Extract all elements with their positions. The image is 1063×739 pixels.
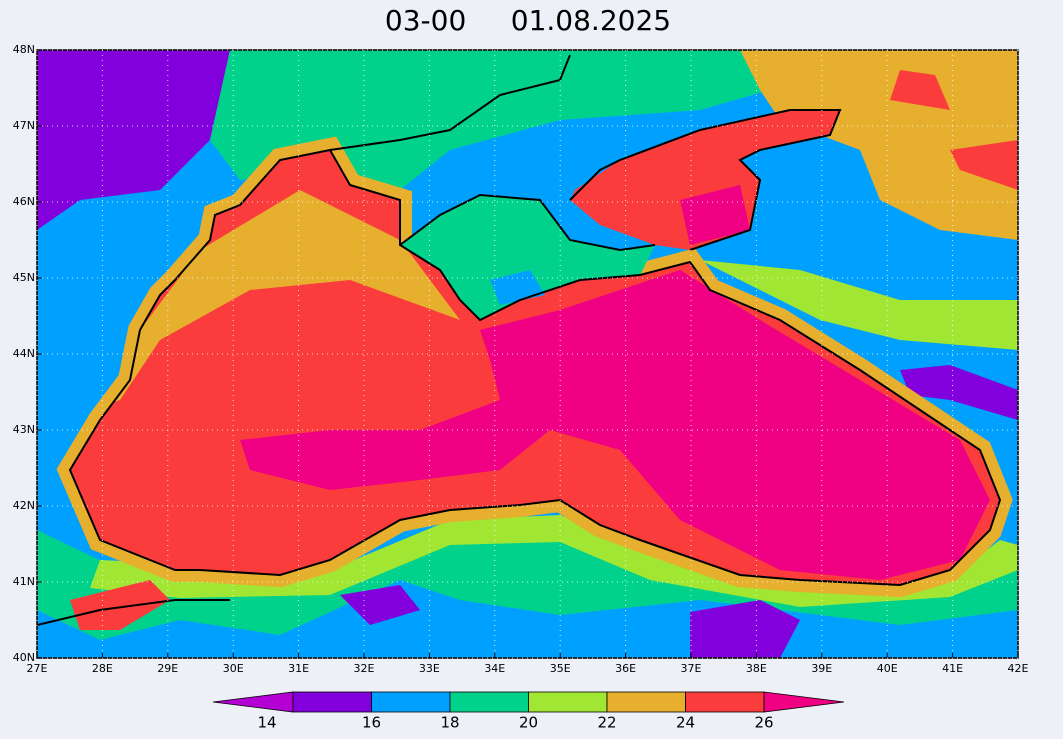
- x-tick-label: 40E: [877, 662, 898, 675]
- x-tick-label: 35E: [550, 662, 571, 675]
- shelf-band: [70, 190, 460, 420]
- x-tick-label: 33E: [419, 662, 440, 675]
- x-tick-label: 38E: [746, 662, 767, 675]
- colorbar-segment: [371, 691, 451, 713]
- coastline: [37, 54, 1002, 626]
- x-tick-label: 36E: [615, 662, 636, 675]
- hot-patch: [680, 185, 750, 245]
- x-tick-label: 41E: [942, 662, 963, 675]
- colorbar-segment: [292, 691, 372, 713]
- x-tick-label: 29E: [157, 662, 178, 675]
- y-tick-label: 40N: [13, 651, 35, 664]
- cold-patch: [37, 50, 230, 230]
- crimea-field: [400, 195, 655, 320]
- marmara-coast: [37, 599, 230, 626]
- colorbar-label: 22: [597, 714, 616, 732]
- colorbar-label: 24: [676, 714, 695, 732]
- colorbar-extend: [212, 691, 294, 713]
- colorbar-label: 18: [440, 714, 459, 732]
- warm-patch: [70, 580, 170, 630]
- y-tick-label: 48N: [13, 43, 35, 56]
- crimea-coast: [399, 193, 656, 252]
- cold-patch: [690, 600, 800, 658]
- north-coast: [329, 54, 571, 151]
- y-tick-label: 46N: [13, 195, 35, 208]
- colorbar-label: 20: [519, 714, 538, 732]
- y-tick-label: 47N: [13, 119, 35, 132]
- colorbar-label: 14: [257, 714, 276, 732]
- y-tick-label: 42N: [13, 499, 35, 512]
- azov-coast: [569, 109, 842, 251]
- black-sea-coast: [68, 148, 1002, 587]
- colorbar-segment: [685, 691, 765, 713]
- x-tick-label: 37E: [681, 662, 702, 675]
- y-tick-label: 43N: [13, 423, 35, 436]
- x-tick-label: 39E: [811, 662, 832, 675]
- x-tick-label: 34E: [484, 662, 505, 675]
- x-tick-label: 28E: [92, 662, 113, 675]
- cold-patch: [340, 585, 420, 625]
- colorbar-segment: [528, 691, 608, 713]
- map-title: 03-00 01.08.2025: [385, 4, 671, 37]
- colorbar-extend: [763, 691, 845, 713]
- y-tick-label: 41N: [13, 575, 35, 588]
- colorbar-segment: [606, 691, 686, 713]
- y-tick-label: 44N: [13, 347, 35, 360]
- x-tick-label: 30E: [223, 662, 244, 675]
- orange-patch: [740, 50, 1018, 240]
- x-tick-label: 32E: [354, 662, 375, 675]
- colorbar-label: 16: [362, 714, 381, 732]
- x-tick-label: 31E: [288, 662, 309, 675]
- colorbar-segment: [449, 691, 529, 713]
- x-tick-label: 42E: [1008, 662, 1029, 675]
- colorbar-label: 26: [754, 714, 773, 732]
- warm-patch: [950, 140, 1018, 190]
- green-patch: [210, 50, 770, 190]
- lightgreen-patch: [700, 260, 1018, 350]
- sst-field: [37, 50, 1018, 658]
- warm-patch: [890, 70, 950, 110]
- hot-patch: [240, 270, 990, 580]
- lightgreen-patch: [90, 515, 1018, 607]
- cold-patch: [900, 365, 1018, 420]
- x-tick-label: 27E: [27, 662, 48, 675]
- azov-field: [570, 110, 840, 250]
- y-tick-label: 45N: [13, 271, 35, 284]
